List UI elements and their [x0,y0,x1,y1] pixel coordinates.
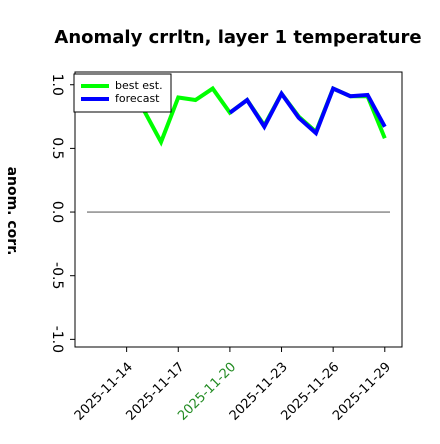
y-tick-label: -1.0 [49,326,65,353]
chart-title: Anomaly crrltn, layer 1 temperature [54,27,421,48]
y-tick-label: 0.0 [49,201,65,223]
y-axis-label: anom. corr. [4,167,20,256]
y-tick-label: -0.5 [49,262,65,289]
legend-box [73,73,172,113]
series-line [228,85,387,137]
legend-label: forecast [115,92,160,105]
legend-label: best est. [115,79,163,92]
y-tick-label: 1.0 [49,74,65,96]
y-tick-label: 0.5 [49,137,65,159]
legend: best est.forecast [73,73,172,113]
plot-frame [74,71,403,348]
